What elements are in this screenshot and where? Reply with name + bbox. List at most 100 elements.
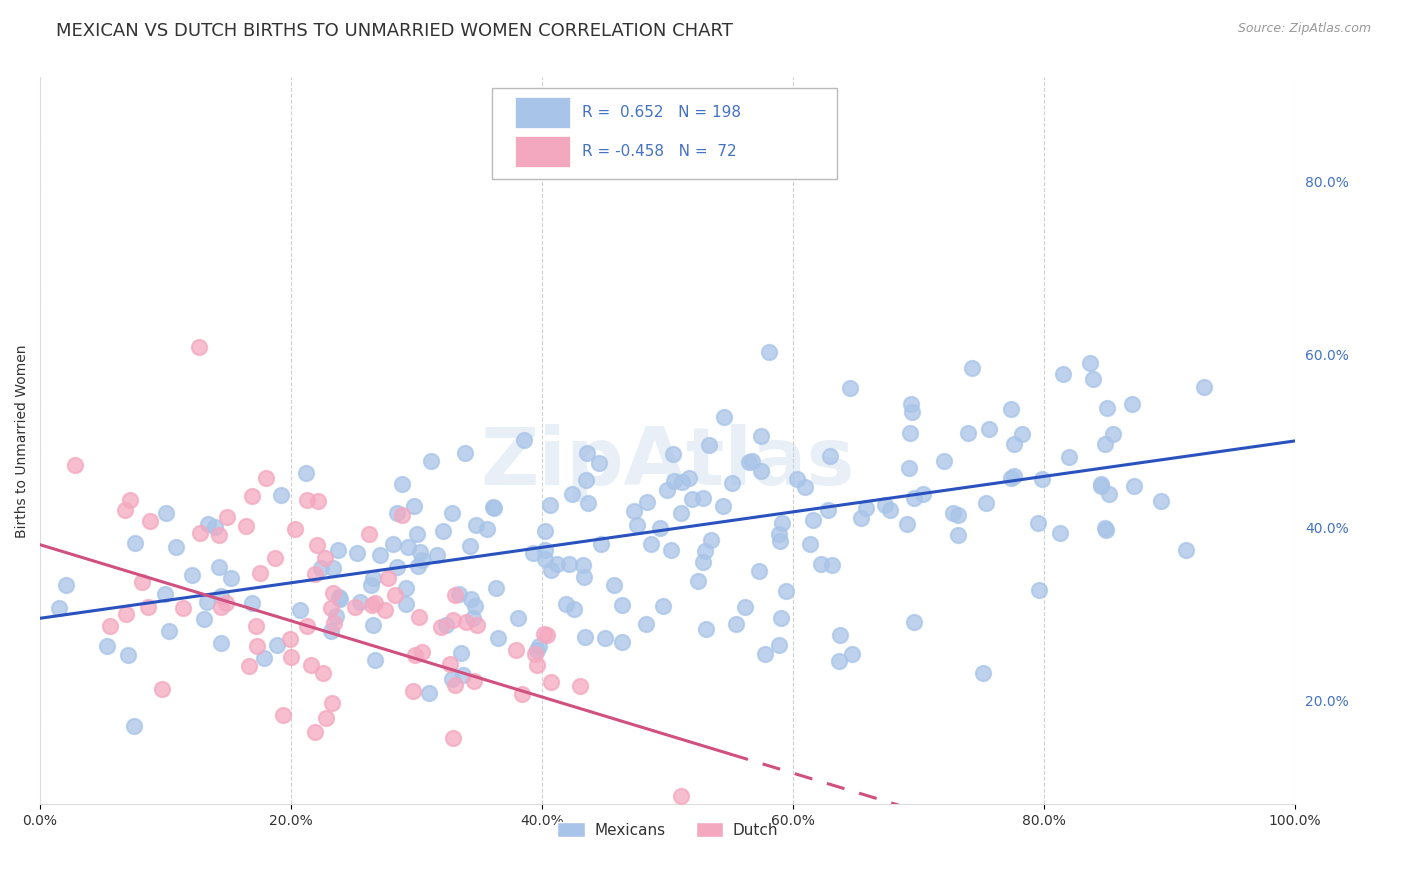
Point — [671, 506, 693, 520]
Point — [786, 472, 808, 486]
Point — [264, 551, 287, 566]
Point — [849, 510, 872, 524]
Point — [411, 645, 433, 659]
Point — [572, 558, 595, 572]
Point — [270, 487, 292, 501]
Point — [464, 517, 486, 532]
Point — [381, 537, 404, 551]
Point — [361, 617, 384, 632]
Point — [671, 475, 693, 490]
Point — [349, 594, 371, 608]
Point — [1028, 516, 1050, 531]
Point — [150, 681, 173, 696]
Point — [513, 433, 536, 447]
Point — [96, 639, 118, 653]
Text: ZipAtlas: ZipAtlas — [481, 424, 855, 501]
Point — [554, 597, 576, 611]
Point — [810, 558, 832, 572]
Point — [770, 516, 793, 531]
Point — [463, 611, 485, 625]
Point — [536, 627, 558, 641]
Point — [1080, 356, 1102, 370]
Point — [505, 642, 527, 657]
Point — [153, 587, 176, 601]
Point — [344, 600, 367, 615]
Point — [1097, 401, 1119, 415]
Point — [295, 493, 318, 508]
Point — [456, 615, 478, 629]
Text: R =  0.652   N = 198: R = 0.652 N = 198 — [582, 105, 741, 120]
Point — [447, 587, 470, 601]
Point — [738, 455, 761, 469]
Point — [361, 571, 384, 585]
Point — [593, 631, 616, 645]
Point — [305, 538, 328, 552]
Point — [572, 570, 595, 584]
Point — [434, 618, 457, 632]
Point — [464, 599, 486, 613]
Point — [1031, 472, 1053, 486]
Point — [817, 503, 839, 517]
Point — [221, 571, 243, 585]
Point — [634, 616, 657, 631]
Point — [855, 501, 877, 516]
Point — [664, 474, 686, 488]
Point — [626, 517, 648, 532]
Point — [1011, 427, 1033, 442]
Point — [1090, 478, 1112, 492]
Point — [523, 647, 546, 661]
Point — [695, 544, 717, 558]
Point — [700, 533, 723, 548]
Point — [396, 540, 419, 554]
Point — [304, 567, 326, 582]
Point — [522, 546, 544, 560]
Point — [391, 477, 413, 491]
Point — [900, 397, 922, 411]
Point — [1102, 426, 1125, 441]
Point — [451, 668, 474, 682]
Point — [900, 405, 922, 419]
Point — [124, 536, 146, 550]
Point — [208, 528, 231, 542]
FancyBboxPatch shape — [492, 88, 837, 179]
Point — [768, 527, 790, 541]
Point — [546, 557, 568, 571]
Point — [395, 597, 418, 611]
Point — [540, 675, 562, 690]
Point — [215, 509, 238, 524]
Point — [1049, 526, 1071, 541]
Point — [157, 624, 180, 638]
Point — [329, 591, 352, 606]
Point — [114, 607, 136, 621]
Point — [304, 724, 326, 739]
Point — [1094, 521, 1116, 535]
Point — [561, 487, 583, 501]
Point — [912, 486, 935, 500]
Point — [692, 555, 714, 569]
Point — [322, 585, 344, 599]
Text: Source: ZipAtlas.com: Source: ZipAtlas.com — [1237, 22, 1371, 36]
Point — [610, 598, 633, 612]
Point — [979, 422, 1001, 436]
Point — [323, 616, 346, 631]
Point — [652, 599, 675, 614]
Point — [409, 544, 432, 558]
Point — [1098, 487, 1121, 501]
Point — [1192, 379, 1215, 393]
Point — [211, 599, 233, 614]
Point — [1121, 397, 1143, 411]
Point — [697, 438, 720, 452]
Point — [576, 496, 599, 510]
Point — [209, 636, 232, 650]
Point — [321, 624, 343, 638]
Point — [254, 471, 277, 485]
Point — [725, 617, 748, 632]
Point — [754, 647, 776, 661]
Point — [252, 651, 274, 665]
Point — [55, 578, 77, 592]
Point — [321, 696, 343, 710]
Point — [711, 499, 734, 513]
Point — [588, 456, 610, 470]
Point — [114, 503, 136, 517]
Point — [361, 599, 384, 613]
